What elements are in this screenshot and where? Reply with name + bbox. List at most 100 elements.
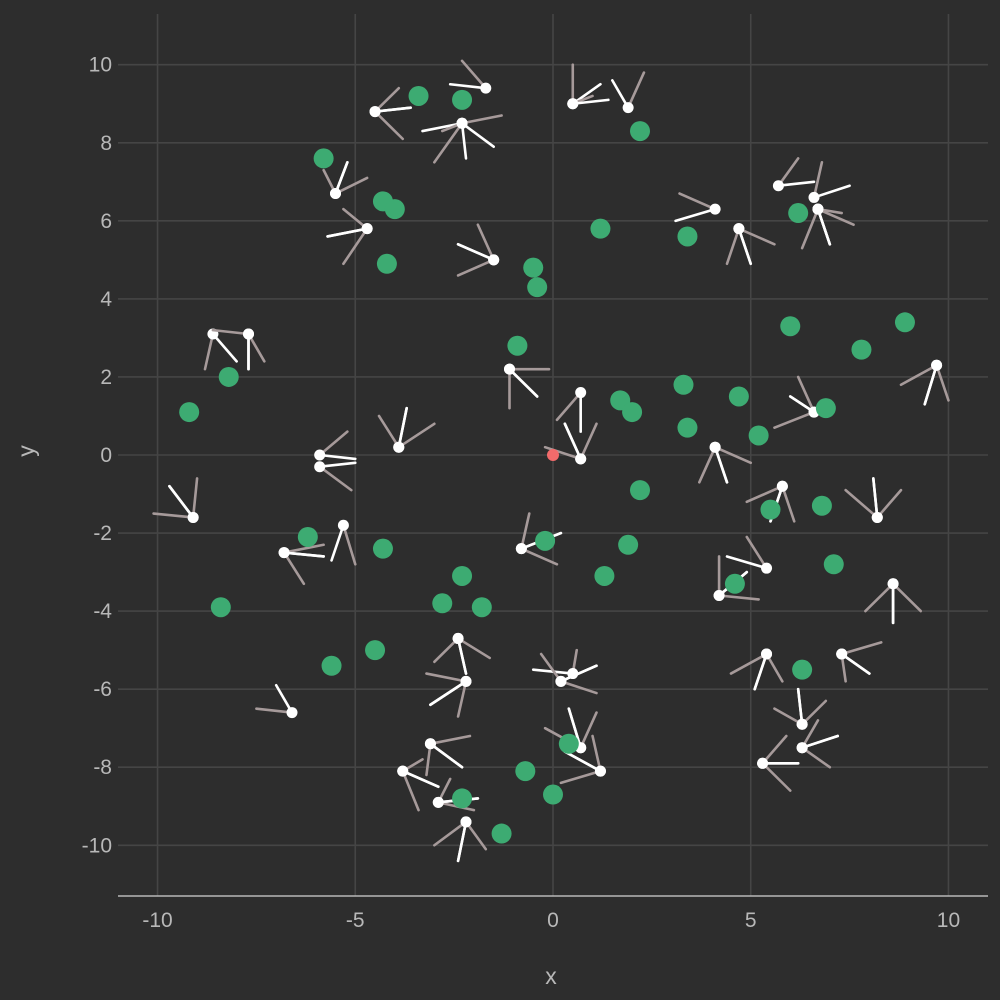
agent-leg-secondary — [377, 414, 401, 449]
agent-marker — [864, 578, 899, 625]
y-tick-label: -10 — [82, 834, 112, 857]
agent-leg-primary — [429, 742, 464, 769]
x-tick-labels: -10 -5 0 5 10 — [142, 909, 960, 932]
agent-marker — [773, 687, 808, 730]
agent-leg-secondary — [456, 637, 492, 660]
agent-leg-secondary — [559, 769, 602, 785]
agent-marker — [211, 328, 254, 371]
agent-marker — [808, 161, 851, 203]
agent-marker — [278, 543, 325, 559]
agent-leg-primary — [563, 422, 582, 461]
agent-marker — [448, 59, 492, 94]
agent-leg-primary — [571, 98, 610, 106]
agent-marker — [796, 734, 840, 769]
agent-point — [709, 203, 721, 215]
agent-leg-primary — [559, 664, 598, 683]
agent-marker — [753, 648, 784, 691]
agent-marker — [397, 765, 440, 812]
agent-leg-secondary — [342, 523, 357, 566]
y-tick-label: -2 — [93, 522, 112, 545]
agent-leg-secondary — [626, 71, 646, 109]
agent-leg-secondary — [539, 652, 563, 683]
green-point — [792, 659, 813, 680]
agent-marker — [255, 683, 298, 719]
green-points — [179, 85, 915, 844]
agent-leg-secondary — [318, 465, 353, 492]
green-point — [815, 398, 836, 419]
agent-point — [286, 707, 298, 719]
green-point — [408, 85, 429, 106]
agent-leg-primary — [460, 121, 495, 148]
agent-leg-secondary — [935, 363, 950, 402]
agent-leg-secondary — [891, 582, 923, 613]
green-point — [452, 89, 473, 110]
agent-leg-primary — [456, 820, 468, 863]
agent-leg-secondary — [875, 488, 903, 519]
agent-leg-secondary — [397, 422, 436, 449]
agent-point — [567, 98, 579, 110]
agent-point — [424, 738, 436, 750]
agent-leg-primary — [330, 523, 345, 562]
agent-leg-secondary — [800, 207, 820, 250]
green-point — [535, 530, 556, 551]
green-point — [491, 823, 512, 844]
green-point — [811, 495, 832, 516]
agent-point — [622, 102, 634, 114]
agent-leg-primary — [456, 637, 468, 675]
agent-leg-primary — [571, 82, 602, 106]
agent-point — [796, 742, 808, 754]
agent-leg-primary — [334, 161, 349, 195]
y-tick-label: 6 — [100, 210, 112, 233]
agent-point — [278, 547, 290, 559]
green-point — [724, 573, 745, 594]
agent-leg-primary — [401, 769, 440, 789]
agent-leg-secondary — [745, 535, 768, 570]
agent-leg-secondary — [373, 110, 405, 141]
y-tick-label: -4 — [93, 600, 112, 623]
x-tick-label: -10 — [142, 909, 172, 932]
agent-leg-primary — [872, 477, 879, 519]
agent-leg-secondary — [729, 652, 768, 675]
agent-leg-secondary — [555, 391, 582, 422]
agent-point — [733, 223, 745, 235]
green-point — [523, 257, 544, 278]
agent-leg-secondary — [282, 543, 325, 554]
agent-leg-primary — [211, 332, 238, 363]
agent-point — [243, 328, 254, 340]
agent-leg-secondary — [717, 594, 760, 601]
green-point — [728, 386, 749, 407]
agent-marker — [543, 422, 587, 465]
agent-leg-primary — [460, 121, 468, 160]
green-point — [594, 565, 615, 586]
agent-marker — [733, 223, 776, 266]
agent-point — [776, 480, 788, 492]
agent-marker — [674, 192, 721, 223]
agent-leg-primary — [373, 106, 412, 113]
agent-point — [713, 589, 725, 601]
green-point — [313, 148, 334, 169]
green-point — [384, 199, 405, 220]
green-point — [894, 312, 915, 333]
agent-leg-secondary — [800, 746, 832, 769]
green-point — [590, 218, 611, 239]
agent-marker — [440, 117, 468, 160]
agent-leg-secondary — [520, 547, 559, 566]
agent-marker — [377, 406, 408, 453]
agent-marker — [330, 519, 357, 566]
agent-marker — [425, 672, 472, 707]
agent-leg-primary — [318, 461, 357, 469]
agent-point — [337, 519, 349, 531]
agent-marker — [836, 648, 871, 683]
agent-leg-primary — [812, 184, 851, 199]
agent-leg-secondary — [456, 258, 495, 277]
agent-leg-primary — [800, 734, 840, 749]
agent-point — [575, 453, 587, 465]
agent-leg-secondary — [373, 86, 401, 113]
agent-leg-secondary — [203, 332, 215, 371]
agent-marker — [322, 161, 349, 200]
y-tick-label: 2 — [100, 366, 112, 389]
agent-marker — [326, 223, 373, 266]
green-point — [788, 203, 809, 224]
agent-leg-primary — [816, 207, 832, 246]
